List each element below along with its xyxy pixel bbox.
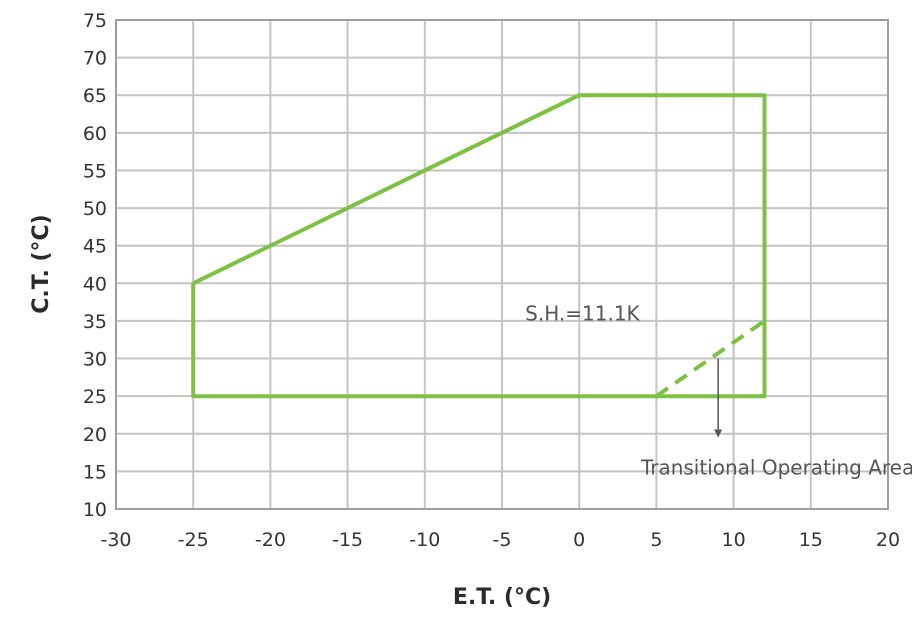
x-axis-title: E.T. (°C) [453,585,551,610]
annotations: S.H.=11.1K Transitional Operating Area [525,301,912,479]
series-solid-line [191,93,767,399]
x-tick-label-0: -30 [100,529,131,551]
y-tick-label-2: 20 [83,424,107,446]
y-tick-label-12: 70 [83,48,107,70]
plot-frame [115,19,889,510]
y-tick-label-11: 65 [83,85,107,107]
y-tick-label-7: 45 [83,236,107,258]
y-tick-label-13: 75 [83,10,107,32]
y-tick-label-9: 55 [83,160,107,182]
y-tick-label-3: 25 [83,386,107,408]
x-tick-label-2: -20 [255,529,286,551]
x-tick-label-6: 0 [573,529,585,551]
y-tick-label-1: 15 [83,461,107,483]
y-axis-title: C.T. (°C) [29,214,54,313]
y-tick-labels: 10 15 20 25 30 35 40 45 50 55 60 65 70 75 [83,10,107,521]
x-tick-labels: -30 -25 -20 -15 -10 -5 0 5 10 15 20 [100,529,900,551]
envelope-series [191,93,767,399]
y-tick-label-4: 30 [83,349,107,371]
y-tick-label-6: 40 [83,273,107,295]
x-tick-label-3: -15 [332,529,363,551]
x-tick-label-4: -10 [409,529,440,551]
x-tick-label-7: 5 [650,529,662,551]
y-tick-label-5: 35 [83,311,107,333]
annotation-label-0: S.H.=11.1K [525,301,640,325]
annotation-arrow-head [714,429,723,438]
y-tick-label-8: 50 [83,198,107,220]
annotation-label-1: Transitional Operating Area [640,456,912,480]
x-tick-label-5: -5 [493,529,512,551]
x-tick-label-1: -25 [178,529,209,551]
y-tick-label-10: 60 [83,123,107,145]
x-tick-label-9: 15 [799,529,823,551]
x-tick-label-10: 20 [876,529,900,551]
y-tick-label-0: 10 [83,499,107,521]
x-tick-label-8: 10 [722,529,746,551]
